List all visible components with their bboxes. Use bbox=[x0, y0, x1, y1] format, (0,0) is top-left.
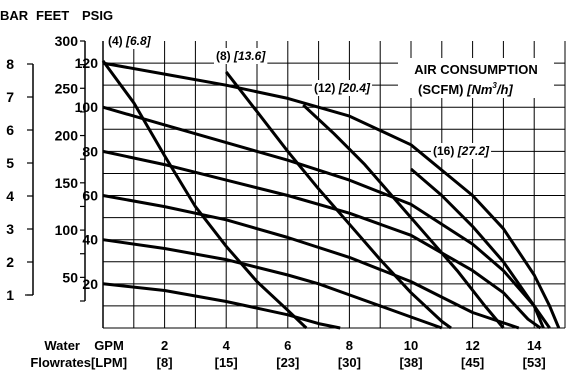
head-curve bbox=[102, 149, 542, 330]
air-curve-label: (8) [13.6] bbox=[216, 49, 266, 63]
bar-tick-label: 4 bbox=[6, 188, 14, 204]
air-curve-scfm: (16) bbox=[433, 144, 458, 158]
air-consumption-curve bbox=[410, 167, 551, 329]
psig-tick-label: 120 bbox=[75, 55, 99, 71]
air-curve-label: (4) [6.8] bbox=[108, 34, 152, 48]
air-curve-label: (16) [27.2] bbox=[433, 144, 490, 158]
x-row1-unit: GPM bbox=[94, 338, 124, 353]
head-curve bbox=[102, 194, 520, 330]
bar-tick-label: 8 bbox=[6, 56, 14, 72]
air-curve-nm3h: [20.4] bbox=[338, 81, 371, 95]
psig-tick-label: 80 bbox=[82, 143, 98, 159]
x-row1-label: Water bbox=[44, 338, 80, 353]
air-curve-nm3h: [13.6] bbox=[233, 49, 266, 63]
feet-axis: 50 100 150 200 250 300 bbox=[55, 33, 86, 302]
psig-axis: 20 40 60 80 100 120 bbox=[75, 55, 99, 292]
legend-title-unit: [Nm bbox=[466, 82, 493, 97]
x-gpm-tick-label: 8 bbox=[346, 338, 353, 353]
x-gpm-tick-label: 4 bbox=[223, 338, 231, 353]
feet-tick-label: 50 bbox=[62, 269, 78, 285]
legend-title-scfm: (SCFM) bbox=[418, 82, 467, 97]
x-gpm-tick-label: 10 bbox=[404, 338, 418, 353]
psig-tick-label: 60 bbox=[82, 188, 98, 204]
bar-tick-label: 6 bbox=[6, 122, 14, 138]
air-curve-nm3h: [27.2] bbox=[457, 144, 490, 158]
bar-tick-label: 7 bbox=[6, 89, 14, 105]
legend-title-sup: 3 bbox=[492, 81, 497, 90]
feet-tick-label: 250 bbox=[55, 80, 79, 96]
air-curve-labels: (4) [6.8] (8) [13.6] (12) [20.4] (16) [27.2… bbox=[106, 33, 492, 159]
head-curve bbox=[102, 282, 341, 330]
air-curve-label-bg bbox=[214, 48, 268, 64]
air-curve-label-bg bbox=[312, 80, 373, 96]
air-curve-label: (12) [20.4] bbox=[314, 81, 371, 95]
x-tick-labels: 2 [8] 4 [15] 6 [23] 8 [30] 10 [38] 12 [45] 14 [53] bbox=[157, 338, 546, 370]
air-curve-label-bg bbox=[431, 143, 492, 159]
x-lpm-tick-label: [15] bbox=[215, 355, 238, 370]
air-consumption-curve bbox=[225, 70, 452, 330]
x-lpm-tick-label: [8] bbox=[157, 355, 173, 370]
x-gpm-tick-label: 12 bbox=[465, 338, 479, 353]
legend-title-bg bbox=[398, 58, 554, 98]
legend-title-line2: (SCFM) [Nm3/h] bbox=[418, 81, 513, 97]
feet-tick-label: 300 bbox=[55, 33, 79, 49]
air-curve-scfm: (4) bbox=[108, 34, 126, 48]
x-gpm-tick-label: 6 bbox=[284, 338, 291, 353]
head-curves bbox=[102, 61, 561, 330]
air-curve-nm3h: [6.8] bbox=[125, 34, 152, 48]
legend-title-line1: AIR CONSUMPTION bbox=[414, 62, 538, 77]
psig-tick-label: 20 bbox=[82, 276, 98, 292]
psig-tick-label: 40 bbox=[82, 232, 98, 248]
head-curve bbox=[102, 105, 545, 329]
feet-tick-label: 200 bbox=[55, 128, 79, 144]
bar-header: BAR bbox=[0, 8, 29, 23]
feet-tick-label: 150 bbox=[55, 175, 79, 191]
bar-axis: 1 2 3 4 5 6 7 8 bbox=[6, 56, 34, 303]
feet-header: FEET bbox=[36, 8, 69, 23]
psig-tick-label: 100 bbox=[75, 99, 99, 115]
bar-tick-label: 1 bbox=[6, 287, 14, 303]
head-curve bbox=[102, 238, 443, 330]
x-lpm-tick-label: [30] bbox=[338, 355, 361, 370]
head-curve bbox=[102, 61, 561, 329]
air-curve-scfm: (8) bbox=[216, 49, 234, 63]
legend-title-end: /h] bbox=[496, 82, 514, 97]
x-row2-unit: [LPM] bbox=[91, 355, 127, 370]
bar-tick-label: 2 bbox=[6, 254, 14, 270]
air-curves bbox=[101, 60, 551, 330]
psig-header: PSIG bbox=[82, 8, 113, 23]
x-lpm-tick-label: [53] bbox=[523, 355, 546, 370]
feet-tick-label: 100 bbox=[55, 222, 79, 238]
air-consumption-curve bbox=[101, 60, 308, 330]
air-curve-scfm: (12) bbox=[314, 81, 339, 95]
x-row2-label: Flowrates bbox=[30, 355, 91, 370]
x-lpm-tick-label: [38] bbox=[399, 355, 422, 370]
air-curve-label-bg bbox=[106, 33, 153, 49]
x-lpm-tick-label: [45] bbox=[461, 355, 484, 370]
x-gpm-tick-label: 2 bbox=[161, 338, 168, 353]
bar-tick-label: 5 bbox=[6, 155, 14, 171]
x-gpm-tick-label: 14 bbox=[527, 338, 542, 353]
bar-tick-label: 3 bbox=[6, 221, 14, 237]
air-consumption-curve bbox=[302, 103, 505, 329]
x-lpm-tick-label: [23] bbox=[276, 355, 299, 370]
